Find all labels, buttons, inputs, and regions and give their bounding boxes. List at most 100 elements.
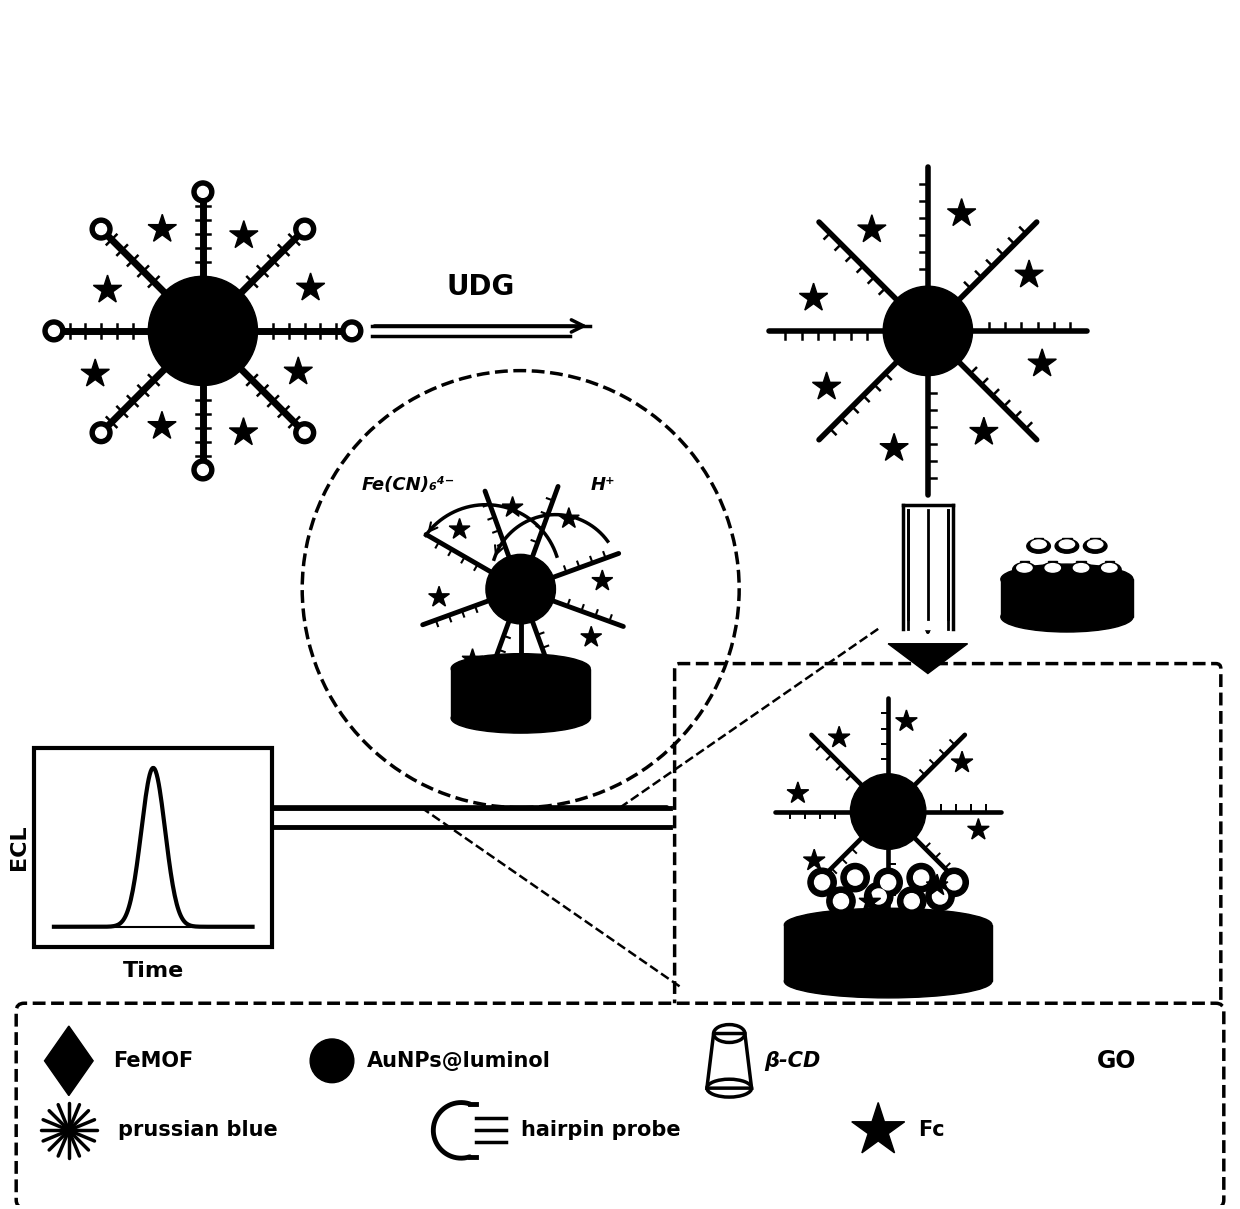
Ellipse shape — [451, 654, 590, 683]
Polygon shape — [558, 508, 579, 527]
Bar — [1048, 561, 1058, 569]
Circle shape — [833, 893, 848, 909]
Text: AuNPs@luminol: AuNPs@luminol — [367, 1051, 551, 1071]
Circle shape — [346, 325, 357, 336]
Polygon shape — [1014, 260, 1043, 287]
Circle shape — [95, 224, 107, 235]
Circle shape — [294, 422, 316, 444]
Circle shape — [864, 883, 893, 910]
Polygon shape — [888, 643, 967, 673]
Bar — [1063, 538, 1071, 546]
Ellipse shape — [1084, 539, 1107, 554]
Ellipse shape — [785, 965, 992, 997]
Ellipse shape — [1045, 563, 1060, 572]
Polygon shape — [502, 497, 523, 516]
Polygon shape — [970, 417, 998, 444]
Polygon shape — [45, 1026, 93, 1095]
Polygon shape — [926, 874, 947, 895]
Circle shape — [91, 422, 112, 444]
Polygon shape — [812, 372, 841, 399]
Circle shape — [904, 893, 919, 909]
Circle shape — [880, 875, 895, 890]
Text: Time: Time — [123, 961, 184, 982]
Text: H⁺: H⁺ — [590, 476, 615, 493]
Ellipse shape — [1097, 562, 1121, 577]
Bar — [785, 925, 992, 982]
Ellipse shape — [1001, 602, 1133, 632]
Circle shape — [299, 224, 310, 235]
Text: prussian blue: prussian blue — [119, 1121, 278, 1140]
Polygon shape — [229, 220, 258, 248]
Polygon shape — [947, 198, 976, 226]
Polygon shape — [81, 359, 109, 386]
Ellipse shape — [1001, 565, 1133, 595]
Bar — [1090, 538, 1100, 546]
Ellipse shape — [1055, 539, 1079, 554]
Ellipse shape — [785, 908, 992, 942]
Polygon shape — [895, 710, 918, 730]
Text: hairpin probe: hairpin probe — [521, 1121, 681, 1140]
Polygon shape — [449, 519, 470, 538]
Circle shape — [906, 863, 935, 892]
Ellipse shape — [1030, 540, 1047, 549]
Circle shape — [874, 868, 903, 897]
Polygon shape — [951, 751, 973, 771]
Circle shape — [827, 887, 856, 915]
Bar — [1001, 579, 1133, 617]
Circle shape — [848, 870, 863, 885]
Ellipse shape — [451, 704, 590, 733]
Circle shape — [926, 883, 955, 910]
Polygon shape — [591, 571, 613, 590]
Polygon shape — [967, 818, 990, 839]
Polygon shape — [429, 586, 449, 606]
Text: UDG: UDG — [446, 273, 515, 301]
Polygon shape — [859, 891, 880, 910]
Circle shape — [851, 774, 926, 849]
Circle shape — [192, 459, 213, 481]
Polygon shape — [284, 357, 312, 384]
Polygon shape — [148, 214, 176, 242]
Circle shape — [149, 277, 258, 386]
Ellipse shape — [1017, 563, 1032, 572]
Text: ECL: ECL — [9, 825, 30, 870]
Polygon shape — [463, 649, 482, 669]
Bar — [451, 669, 590, 718]
Polygon shape — [852, 1103, 905, 1153]
Ellipse shape — [1069, 562, 1092, 577]
FancyBboxPatch shape — [16, 1003, 1224, 1208]
Circle shape — [932, 889, 947, 904]
Circle shape — [815, 875, 830, 890]
Text: GO: GO — [1096, 1049, 1136, 1072]
Polygon shape — [296, 273, 325, 300]
Polygon shape — [804, 849, 825, 869]
Polygon shape — [148, 411, 176, 439]
Circle shape — [486, 555, 556, 624]
Polygon shape — [93, 276, 122, 302]
Circle shape — [914, 870, 929, 885]
Polygon shape — [787, 782, 808, 803]
Bar — [1076, 561, 1086, 569]
Text: FeMOF: FeMOF — [114, 1051, 193, 1071]
Circle shape — [883, 287, 972, 376]
Polygon shape — [880, 433, 908, 461]
Polygon shape — [229, 417, 258, 445]
Circle shape — [95, 427, 107, 438]
Polygon shape — [1028, 349, 1056, 376]
Ellipse shape — [1059, 540, 1075, 549]
Ellipse shape — [1074, 563, 1089, 572]
Ellipse shape — [1101, 563, 1117, 572]
Circle shape — [197, 186, 208, 197]
Circle shape — [91, 218, 112, 241]
Circle shape — [898, 887, 926, 915]
Circle shape — [808, 868, 836, 897]
Polygon shape — [580, 626, 601, 646]
Circle shape — [294, 218, 316, 241]
Polygon shape — [828, 727, 849, 747]
Ellipse shape — [1027, 539, 1050, 554]
Ellipse shape — [1087, 540, 1102, 549]
Circle shape — [946, 875, 962, 890]
Circle shape — [299, 427, 310, 438]
Polygon shape — [800, 283, 828, 310]
Circle shape — [310, 1039, 353, 1083]
Bar — [33, 748, 273, 947]
